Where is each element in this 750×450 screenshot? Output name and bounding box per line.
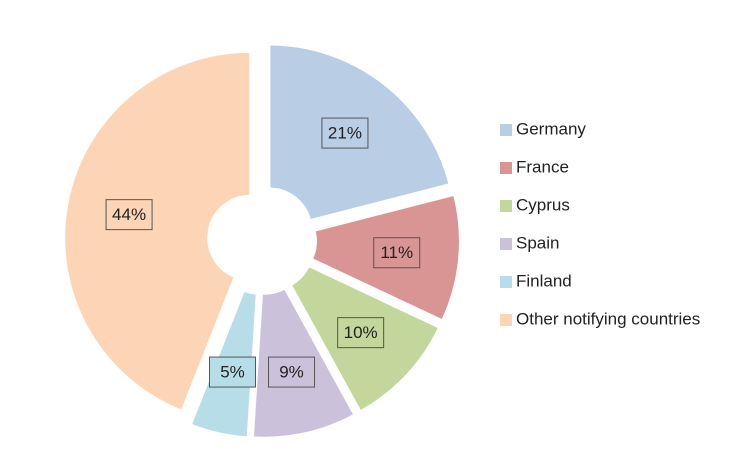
- data-label: 44%: [112, 205, 146, 224]
- data-label: 11%: [380, 243, 413, 262]
- legend-swatch: [500, 314, 512, 326]
- legend-swatch: [500, 276, 512, 288]
- data-label: 10%: [344, 323, 378, 342]
- data-label: 9%: [279, 363, 304, 382]
- legend-swatch: [500, 200, 512, 212]
- legend-label: Germany: [516, 119, 586, 138]
- legend-swatch: [500, 238, 512, 250]
- data-label-box: [268, 356, 316, 388]
- data-label-box: [337, 317, 385, 349]
- data-label-box: [373, 237, 421, 269]
- data-label-box: [208, 356, 256, 388]
- legend-label: Finland: [516, 271, 572, 290]
- donut-slice: [63, 50, 252, 412]
- legend-swatch: [500, 162, 512, 174]
- legend-label: France: [516, 157, 569, 176]
- legend-label: Spain: [516, 233, 559, 252]
- legend-swatch: [500, 124, 512, 136]
- data-label-box: [321, 117, 369, 149]
- legend-label: Cyprus: [516, 195, 570, 214]
- data-label: 5%: [220, 363, 245, 382]
- legend-label: Other notifying countries: [516, 309, 700, 328]
- data-label: 21%: [328, 124, 362, 143]
- data-label-box: [105, 199, 153, 231]
